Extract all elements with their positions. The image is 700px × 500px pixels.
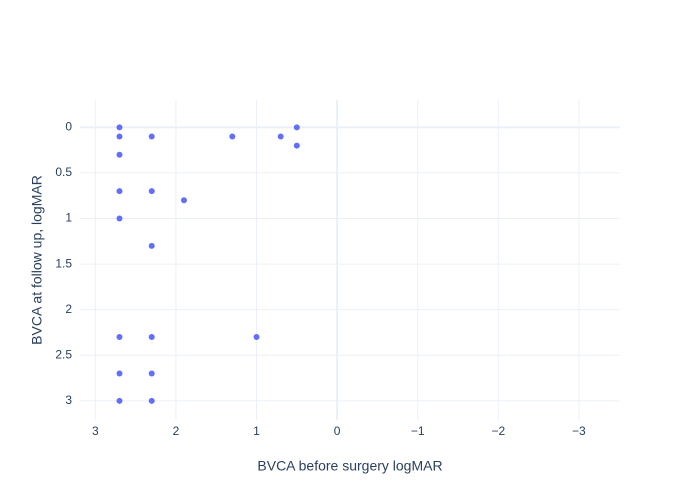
y-tick-label: 2 <box>65 302 72 316</box>
point <box>148 188 155 195</box>
point <box>148 397 155 404</box>
point <box>253 334 260 341</box>
x-axis-title: BVCA before surgery logMAR <box>257 458 442 474</box>
point <box>116 334 123 341</box>
point <box>116 133 123 140</box>
point <box>148 242 155 249</box>
point <box>277 133 284 140</box>
point <box>116 215 123 222</box>
y-tick-label: 3 <box>65 393 72 407</box>
y-tick-label: 1.5 <box>55 256 72 270</box>
y-tick-label: 0.5 <box>55 165 72 179</box>
x-tick-label: 1 <box>253 424 260 438</box>
point <box>116 124 123 131</box>
point <box>229 133 236 140</box>
point <box>293 142 300 149</box>
point <box>148 334 155 341</box>
point <box>116 188 123 195</box>
x-tick-label: −1 <box>411 424 425 438</box>
x-tick-label: 3 <box>92 424 99 438</box>
y-tick-label: 2.5 <box>55 347 72 361</box>
y-axis-title: BVCA at follow up, logMAR <box>29 175 45 345</box>
point <box>116 397 123 404</box>
y-tick-label: 1 <box>65 211 72 225</box>
point <box>148 133 155 140</box>
point <box>116 151 123 158</box>
point <box>293 124 300 131</box>
point <box>180 197 187 204</box>
point <box>148 370 155 377</box>
x-tick-label: −2 <box>491 424 505 438</box>
x-tick-label: 0 <box>334 424 341 438</box>
x-tick-label: −3 <box>572 424 586 438</box>
point <box>116 370 123 377</box>
y-tick-label: 0 <box>65 120 72 134</box>
x-tick-label: 2 <box>173 424 180 438</box>
